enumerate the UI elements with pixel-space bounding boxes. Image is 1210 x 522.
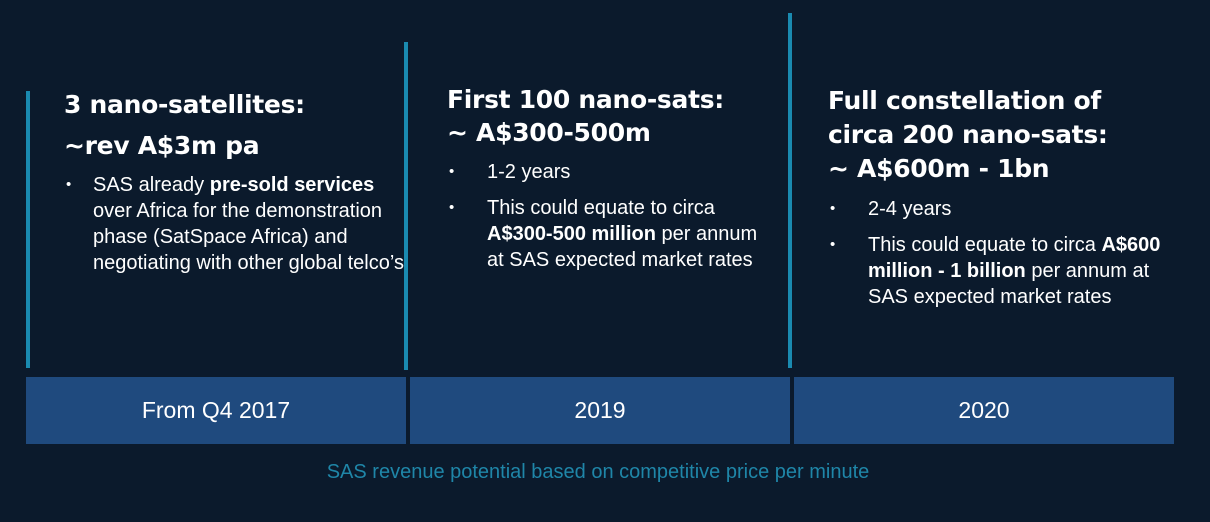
column-2020: Full constellation of circa 200 nano-sat… — [828, 84, 1173, 310]
timeline-cell-q4-2017: From Q4 2017 — [26, 377, 406, 444]
bullet-bold-text: A$600 million - 1 billion — [868, 234, 1161, 282]
heading-line: First 100 nano-sats: — [447, 85, 724, 114]
column-2019: First 100 nano-sats: ~ A$300-500m 1-2 ye… — [447, 83, 777, 273]
bullet-text: per annum at SAS expected market rates — [487, 223, 758, 271]
column-q4-2017: 3 nano-satellites: ~rev A$3m pa SAS alre… — [64, 84, 404, 276]
bullet-text: 1-2 years — [487, 161, 571, 183]
accent-bar-3 — [788, 13, 792, 368]
bullet-item: This could equate to circa A$600 million… — [828, 232, 1173, 310]
bullet-bold-text: A$300-500 million — [487, 223, 656, 245]
bullet-list: SAS already pre-sold services over Afric… — [64, 172, 404, 276]
bullet-text: over Africa for the demonstration phase … — [93, 200, 404, 274]
bullet-text: SAS already — [93, 174, 210, 196]
timeline-cell-2019: 2019 — [410, 377, 790, 444]
column-heading: Full constellation of circa 200 nano-sat… — [828, 84, 1173, 186]
timeline-cell-2020: 2020 — [794, 377, 1174, 444]
bullet-item: 2-4 years — [828, 196, 1173, 222]
bullet-text: This could equate to circa — [487, 197, 715, 219]
heading-line: 3 nano-satellites: — [64, 90, 305, 119]
heading-line: circa 200 nano-sats: — [828, 120, 1108, 149]
accent-bar-1 — [26, 91, 30, 368]
bullet-item: 1-2 years — [447, 159, 777, 185]
bullet-bold-text: pre-sold services — [209, 174, 375, 196]
bullet-text: 2-4 years — [868, 198, 952, 220]
heading-line: Full constellation of — [828, 86, 1102, 115]
bullet-list: 2-4 years This could equate to circa A$6… — [828, 196, 1173, 310]
bullet-item: SAS already pre-sold services over Afric… — [64, 172, 404, 276]
column-heading: First 100 nano-sats: ~ A$300-500m — [447, 83, 777, 149]
heading-line: ~rev A$3m pa — [64, 131, 260, 160]
footer-caption: SAS revenue potential based on competiti… — [326, 461, 870, 483]
heading-line: ~ A$600m - 1bn — [828, 154, 1050, 183]
bullet-text: per annum at SAS expected market rates — [868, 260, 1150, 308]
heading-line: ~ A$300-500m — [447, 118, 651, 147]
column-heading: 3 nano-satellites: ~rev A$3m pa — [64, 84, 404, 166]
bullet-list: 1-2 years This could equate to circa A$3… — [447, 159, 777, 273]
bullet-item: This could equate to circa A$300-500 mil… — [447, 195, 777, 273]
bullet-text: This could equate to circa — [868, 234, 1102, 256]
accent-bar-2 — [404, 42, 408, 370]
